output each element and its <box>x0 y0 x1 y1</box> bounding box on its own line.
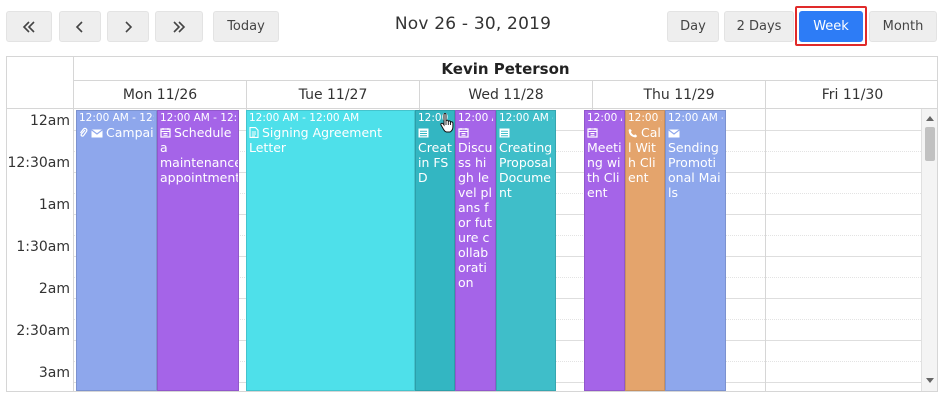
event-title: Meeting with Client <box>587 140 622 200</box>
calendar-icon <box>458 128 469 138</box>
event-creating-fsd[interactable]: 12:00 AM Creatin FSD <box>415 110 455 391</box>
prev-button[interactable] <box>59 11 101 42</box>
today-button[interactable]: Today <box>213 11 279 42</box>
hand-cursor-icon <box>440 113 454 133</box>
chevron-right-icon <box>125 20 133 33</box>
header-corner <box>7 57 74 109</box>
double-chevron-left-icon <box>22 20 35 33</box>
day-header-thu[interactable]: Thu 11/29 <box>592 81 765 109</box>
event-time: 12:00 AM - 12:00 AM <box>79 112 154 124</box>
phone-icon <box>628 128 638 138</box>
event-discuss-plans[interactable]: 12:00 AM Discuss high level plans for fu… <box>455 110 496 391</box>
day-header-tue[interactable]: Tue 11/27 <box>246 81 419 109</box>
event-time: 12:00 AM <box>628 112 662 124</box>
first-page-button[interactable] <box>6 11 52 42</box>
time-label: 1am <box>38 197 70 213</box>
event-sending-promotional[interactable]: 12:00 AM - 12:00 AM Sending Promotional … <box>665 110 726 391</box>
time-label: 2am <box>38 281 70 297</box>
event-time: 12:00 AM - 12:00 AM <box>160 112 236 124</box>
day-divider <box>765 109 766 391</box>
event-title: Schedule a maintenance appointment <box>160 125 239 185</box>
calendar-icon <box>160 128 171 138</box>
paperclip-icon <box>80 127 88 137</box>
view-day-button[interactable]: Day <box>667 11 719 42</box>
time-label: 12am <box>29 113 70 129</box>
scroll-up-arrow-icon[interactable] <box>922 111 937 125</box>
event-campaign[interactable]: 12:00 AM - 12:00 AM Campai <box>76 110 157 391</box>
double-chevron-right-icon <box>173 20 186 33</box>
event-title: Campai <box>106 125 154 140</box>
list-icon <box>499 128 510 138</box>
event-time: 12:00 AM - 12:00 AM <box>249 112 360 124</box>
scroll-down-arrow-icon[interactable] <box>922 373 937 387</box>
event-schedule-maintenance[interactable]: 12:00 AM - 12:00 AM Schedule a maintenan… <box>157 110 239 391</box>
scheduler-grid: Kevin Peterson Mon 11/26 Tue 11/27 Wed 1… <box>6 56 938 392</box>
vertical-scrollbar[interactable] <box>921 109 937 391</box>
date-range-title: Nov 26 - 30, 2019 <box>394 14 552 34</box>
day-header-wed[interactable]: Wed 11/28 <box>419 81 592 109</box>
last-page-button[interactable] <box>155 11 203 42</box>
list-icon <box>418 128 429 138</box>
resource-header: Kevin Peterson <box>73 57 937 81</box>
calendar-icon <box>587 128 598 138</box>
view-2days-button[interactable]: 2 Days <box>724 11 794 42</box>
event-call-client[interactable]: 12:00 AM Call With Client <box>625 110 665 391</box>
event-time: 12:00 AM <box>458 112 493 124</box>
day-header-fri[interactable]: Fri 11/30 <box>765 81 937 109</box>
event-title: Discuss high level plans for future coll… <box>458 140 493 290</box>
event-title: Creatin FSD <box>418 140 452 185</box>
scrollbar-thumb[interactable] <box>925 127 935 161</box>
gutter-divider <box>73 109 74 391</box>
event-title: Call With Client <box>628 125 661 185</box>
time-label: 12:30am <box>7 155 70 171</box>
document-icon <box>249 127 259 138</box>
view-month-button[interactable]: Month <box>869 11 937 42</box>
day-header-mon[interactable]: Mon 11/26 <box>73 81 246 109</box>
next-button[interactable] <box>107 11 149 42</box>
event-title: Signing Agreement Letter <box>249 125 382 155</box>
view-week-button[interactable]: Week <box>799 11 863 42</box>
envelope-icon <box>91 129 103 138</box>
envelope-icon <box>668 129 680 138</box>
time-label: 2:30am <box>16 323 70 339</box>
time-label: 3am <box>38 365 70 381</box>
event-title: Sending Promotional Mails <box>668 140 721 200</box>
event-title: Creating Proposal Document <box>499 140 553 200</box>
event-time: 12:00 AM <box>587 112 622 124</box>
event-time: 12:00 AM - 12:00 AM <box>668 112 723 124</box>
event-meeting-client[interactable]: 12:00 AM Meeting with Client <box>584 110 625 391</box>
event-time: 12:00 AM - 12:00 AM <box>499 112 553 124</box>
event-creating-proposal[interactable]: 12:00 AM - 12:00 AM Creating Proposal Do… <box>496 110 556 391</box>
time-label: 1:30am <box>16 239 70 255</box>
chevron-left-icon <box>75 20 83 33</box>
event-signing-agreement[interactable]: 12:00 AM - 12:00 AM Signing Agreement Le… <box>246 110 415 391</box>
